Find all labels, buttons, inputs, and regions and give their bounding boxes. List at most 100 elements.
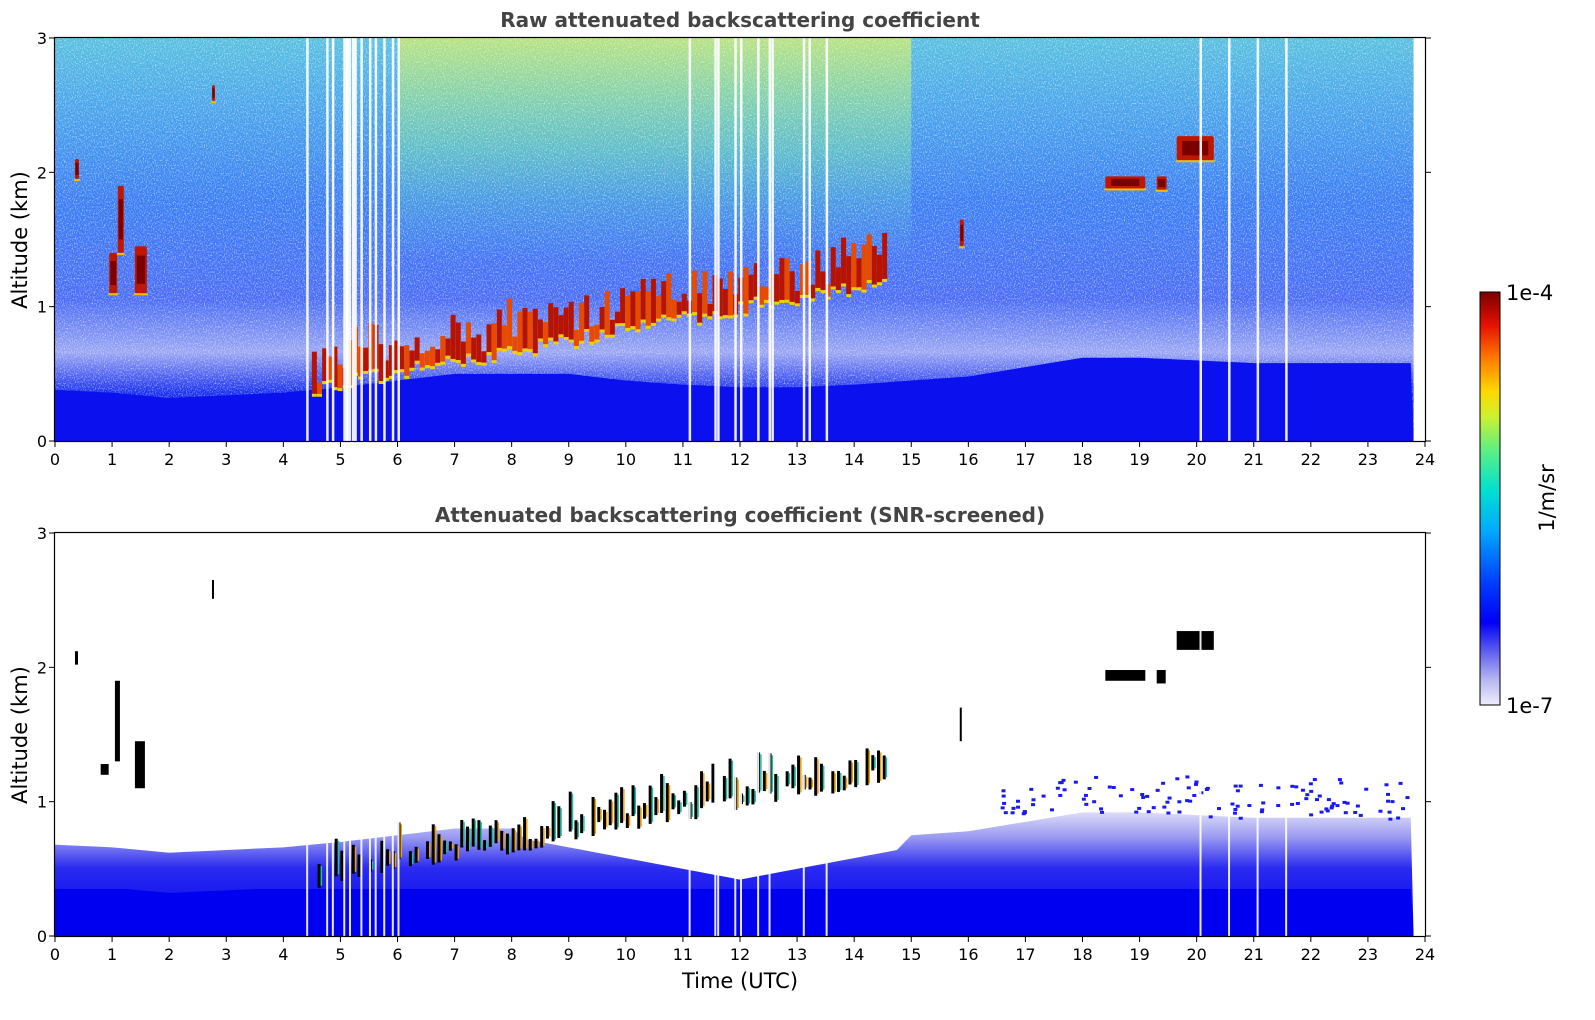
screened-cloud-edge	[623, 789, 625, 821]
screened-cloud-column	[505, 833, 509, 855]
screened-speckle	[1337, 778, 1342, 782]
screened-speckle	[1329, 806, 1334, 810]
x-tick-label: 10	[616, 945, 636, 964]
raw-cloud-column	[810, 284, 816, 299]
screened-speckle	[1000, 806, 1005, 810]
x-tick-label: 11	[673, 945, 693, 964]
raw-cloud-base	[471, 359, 477, 363]
screened-speckle	[1388, 817, 1393, 821]
raw-cloud-column	[311, 351, 317, 394]
raw-cloud-column	[394, 340, 400, 371]
raw-cloud-column	[507, 298, 513, 347]
raw-cloud-base	[763, 299, 769, 303]
raw-cloud-base	[722, 315, 728, 319]
screened-dropout-stripe	[1228, 533, 1231, 936]
screened-speckle	[1312, 778, 1317, 782]
screened-cloud-edge	[446, 842, 448, 853]
screened-cloud-1h	[100, 764, 109, 775]
screened-cloud-edge	[708, 783, 711, 800]
x-tick-label: 9	[564, 945, 574, 964]
raw-cloud-base	[522, 348, 528, 352]
screened-cloud-edge	[754, 790, 756, 803]
raw-cloud-column	[460, 341, 466, 364]
screened-cloud-edge	[800, 757, 802, 793]
raw-cloud-column	[435, 349, 441, 363]
screened-speckle	[1137, 806, 1142, 810]
raw-cloud-base	[866, 279, 872, 283]
screened-speckle	[1390, 800, 1395, 804]
screened-speckle	[1319, 810, 1324, 814]
raw-cloud-base	[322, 381, 328, 385]
raw-cloud-base	[815, 287, 821, 291]
screened-cloud-column	[494, 820, 498, 844]
raw-dropout-stripe	[306, 38, 309, 441]
screened-dropout-stripe	[331, 533, 334, 936]
screened-speckle	[1146, 810, 1151, 814]
x-tick-label: 0	[50, 945, 60, 964]
screened-cloud-edge	[845, 777, 848, 789]
x-tick-label: 8	[507, 945, 517, 964]
screened-cloud-edge	[577, 822, 579, 838]
raw-cloud-20h-core	[1182, 140, 1209, 156]
screened-speckle	[1305, 793, 1310, 797]
raw-cloud-column	[332, 346, 338, 388]
screened-dropout-stripe	[688, 533, 691, 936]
raw-cloud-column	[866, 234, 872, 280]
screened-axis-ticks: 0 1 2 3 4 5 6 7 8 9 10 11 12 13 14 15 16 17 18 19 20 21 22 23 24…	[37, 524, 1435, 964]
screened-speckle	[1058, 793, 1063, 797]
raw-cloud-20h-edge	[1175, 160, 1215, 163]
screened-cloud-edge	[486, 842, 488, 849]
screened-speckle	[1185, 799, 1190, 803]
screened-speckle	[1324, 807, 1329, 811]
screened-speckle	[1364, 787, 1369, 791]
raw-dropout-stripe	[1228, 38, 1231, 441]
screened-cloud-edge	[663, 775, 665, 811]
raw-cloud-1h-core	[110, 260, 117, 286]
raw-dropout-stripe	[768, 38, 772, 441]
x-tick-label: 7	[449, 945, 459, 964]
raw-cloud-base	[620, 323, 626, 327]
raw-cloud-base	[399, 369, 405, 373]
raw-cloud-column	[743, 267, 749, 314]
screened-speckle	[1230, 802, 1235, 806]
screened-cloud-column	[574, 820, 578, 840]
raw-cloud-column	[871, 245, 877, 285]
screened-cloud-edge	[560, 808, 562, 836]
screened-speckle	[1167, 796, 1172, 800]
screened-speckle	[1355, 804, 1360, 808]
raw-cloud-19h-core	[1158, 179, 1166, 188]
screened-cloud-edge	[440, 836, 442, 861]
raw-cloud-column	[471, 337, 477, 360]
raw-cloud-column	[830, 247, 836, 287]
y-tick-label: 1	[37, 793, 47, 812]
x-tick-label: 12	[730, 450, 750, 469]
raw-cloud-column	[815, 250, 821, 288]
x-tick-label: 23	[1358, 450, 1378, 469]
screened-cloud-edge	[497, 822, 500, 842]
screened-speckle	[1326, 798, 1331, 802]
raw-dropout-stripe	[714, 38, 717, 441]
screened-dropout-stripe	[326, 533, 329, 936]
raw-cloud-column	[841, 237, 847, 284]
screened-speckle	[1001, 789, 1006, 793]
raw-cloud-column	[363, 347, 369, 371]
screened-speckle	[1384, 783, 1389, 787]
raw-cloud-3h-core	[212, 88, 215, 98]
raw-cloud-18h-edge	[1104, 188, 1147, 191]
screened-speckle	[1205, 786, 1210, 790]
screened-cloud-column	[437, 834, 441, 863]
screened-cloud-edge	[600, 809, 602, 821]
screened-cloud-column	[854, 759, 858, 788]
screened-dropout-stripe	[1285, 533, 1288, 936]
raw-cloud-column	[794, 290, 800, 304]
screened-speckle	[1084, 802, 1089, 806]
screened-cloud-column	[431, 824, 435, 865]
x-tick-label: 23	[1358, 945, 1378, 964]
raw-cloud-base	[656, 318, 662, 322]
raw-cloud-1h-upper-edge	[116, 252, 125, 255]
raw-cloud-column	[476, 334, 482, 363]
raw-cloud-column	[445, 338, 451, 356]
raw-cloud-base	[697, 322, 703, 326]
screened-speckle	[1232, 811, 1237, 815]
raw-dropout-stripe	[757, 38, 760, 441]
